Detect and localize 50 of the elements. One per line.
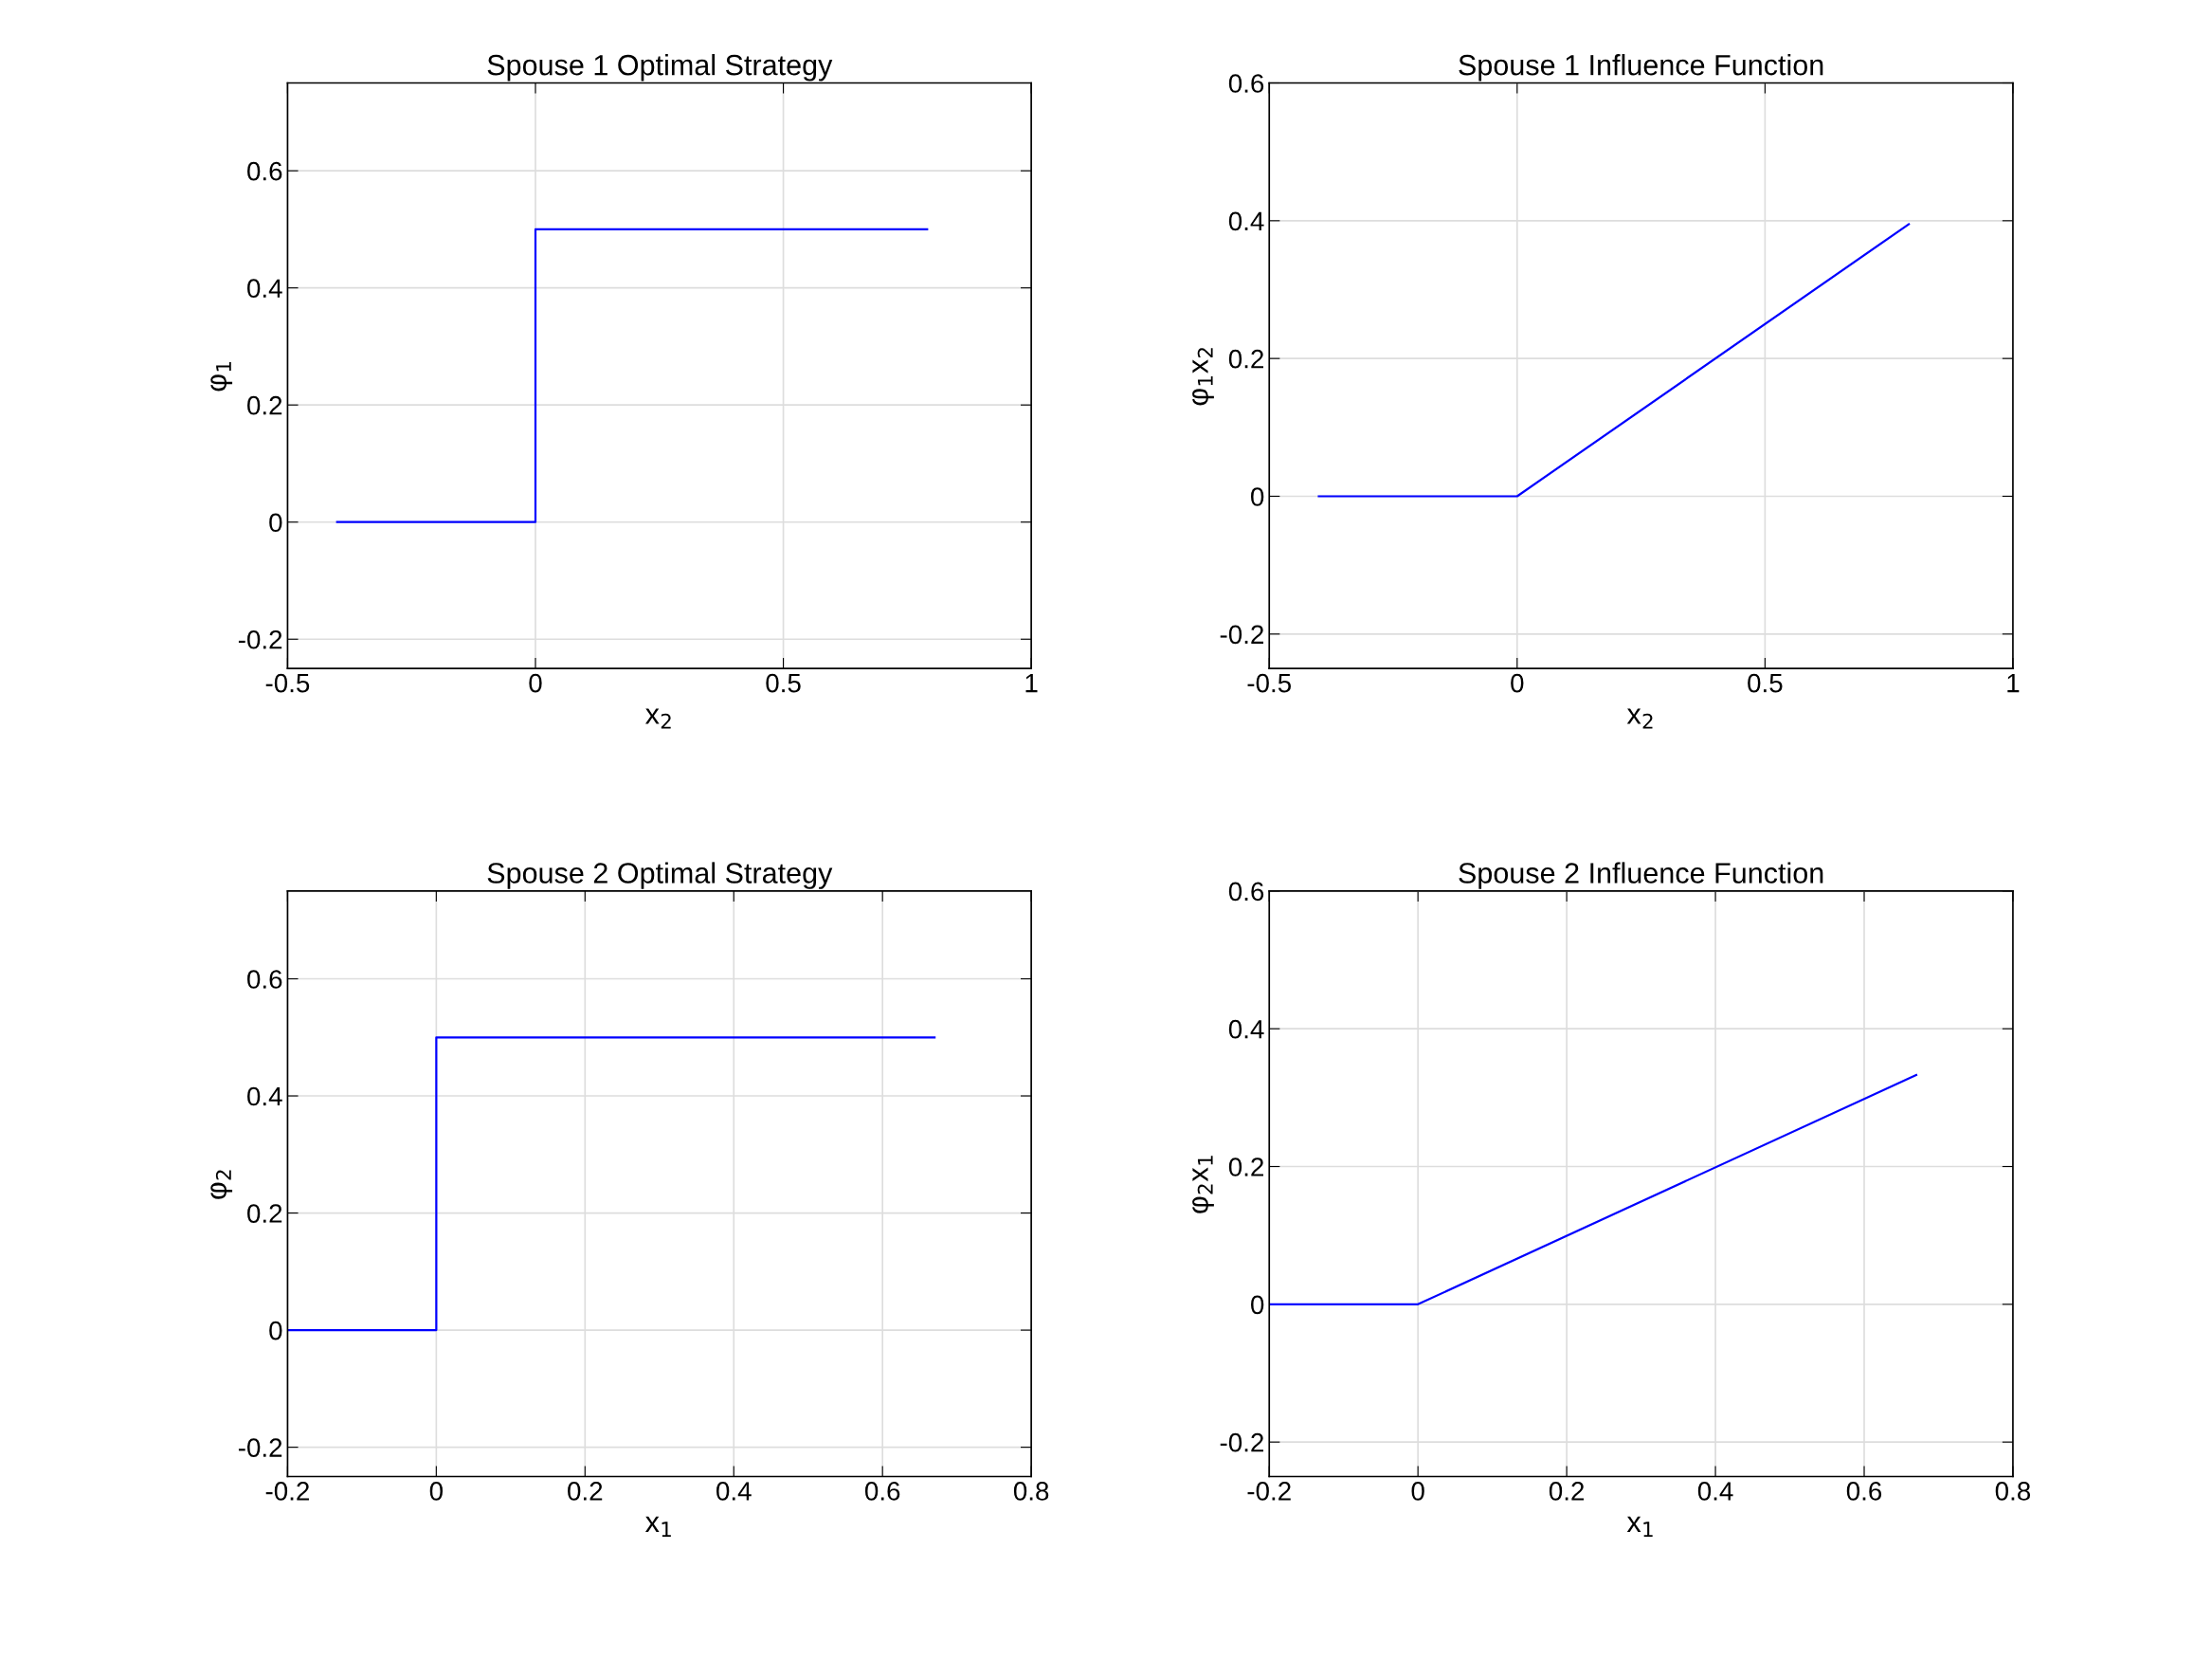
x-tick-label: 0 (1411, 1482, 1424, 1501)
y-axis-title: φ$_{2}$ (210, 1170, 233, 1199)
y-tick-label: 0.6 (247, 970, 282, 989)
y-tick-label: 0 (269, 513, 282, 533)
y-tick-label: 0.4 (1228, 211, 1264, 231)
x-tick-label: 0.8 (1013, 1482, 1049, 1501)
y-tick-label: 0.4 (247, 1086, 282, 1106)
y-tick-label: -0.2 (238, 629, 282, 649)
x-tick-label: 0.2 (568, 1482, 603, 1501)
y-tick-label: 0.4 (1228, 1019, 1264, 1039)
x-tick-label: 0 (1511, 673, 1524, 693)
x-tick-label: 0.8 (1995, 1482, 2031, 1501)
x-tick-label: -0.5 (265, 673, 310, 693)
y-axis-title: φ$_{1}$x$_{2}$ (1192, 348, 1214, 406)
y-tick-label: 0.2 (247, 395, 282, 415)
y-tick-label: 0 (1251, 1295, 1264, 1315)
x-tick-label: 0.2 (1549, 1482, 1585, 1501)
x-tick-label: 0.4 (716, 1482, 752, 1501)
chart-title: Spouse 2 Optimal Strategy (487, 862, 833, 889)
x-tick-label: 1 (2007, 674, 2020, 693)
x-axis-title: x$_{2}$ (1626, 708, 1653, 729)
y-axis-title: φ$_{2}$x$_{1}$ (1192, 1156, 1214, 1213)
y-tick-label: 0.6 (1228, 74, 1264, 93)
chart-title: Spouse 2 Influence Function (1459, 862, 1823, 889)
y-tick-label: 0 (1251, 487, 1264, 506)
y-tick-label: -0.2 (238, 1438, 282, 1457)
x-tick-label: 0.5 (1748, 673, 1783, 693)
x-tick-label: -0.5 (1247, 673, 1291, 693)
x-tick-label: 0 (429, 1482, 443, 1501)
x-tick-label: 1 (1025, 674, 1038, 693)
x-tick-label: 0.6 (1846, 1482, 1882, 1501)
y-tick-label: 0.2 (1228, 1158, 1263, 1176)
x-axis-title: x$_{2}$ (644, 708, 671, 729)
x-tick-label: 0.4 (1697, 1482, 1733, 1501)
y-tick-label: 0.6 (247, 161, 282, 181)
y-tick-label: 0.4 (247, 279, 282, 299)
y-tick-label: 0.2 (1228, 349, 1263, 369)
x-axis-title: x$_{1}$ (644, 1516, 671, 1537)
y-tick-label: -0.2 (1220, 625, 1263, 645)
y-axis-title: φ$_{1}$ (210, 362, 233, 392)
x-axis-title: x$_{1}$ (1626, 1516, 1653, 1537)
chart-title: Spouse 1 Optimal Strategy (487, 54, 833, 82)
x-tick-label: 0.6 (864, 1482, 900, 1501)
y-tick-label: -0.2 (1220, 1432, 1263, 1452)
x-tick-label: 0.5 (766, 673, 801, 693)
chart-title: Spouse 1 Influence Function (1459, 54, 1823, 82)
y-tick-label: 0 (269, 1321, 282, 1340)
y-tick-label: 0.6 (1228, 882, 1264, 902)
x-tick-label: 0 (529, 673, 542, 693)
y-tick-label: 0.2 (247, 1204, 282, 1223)
